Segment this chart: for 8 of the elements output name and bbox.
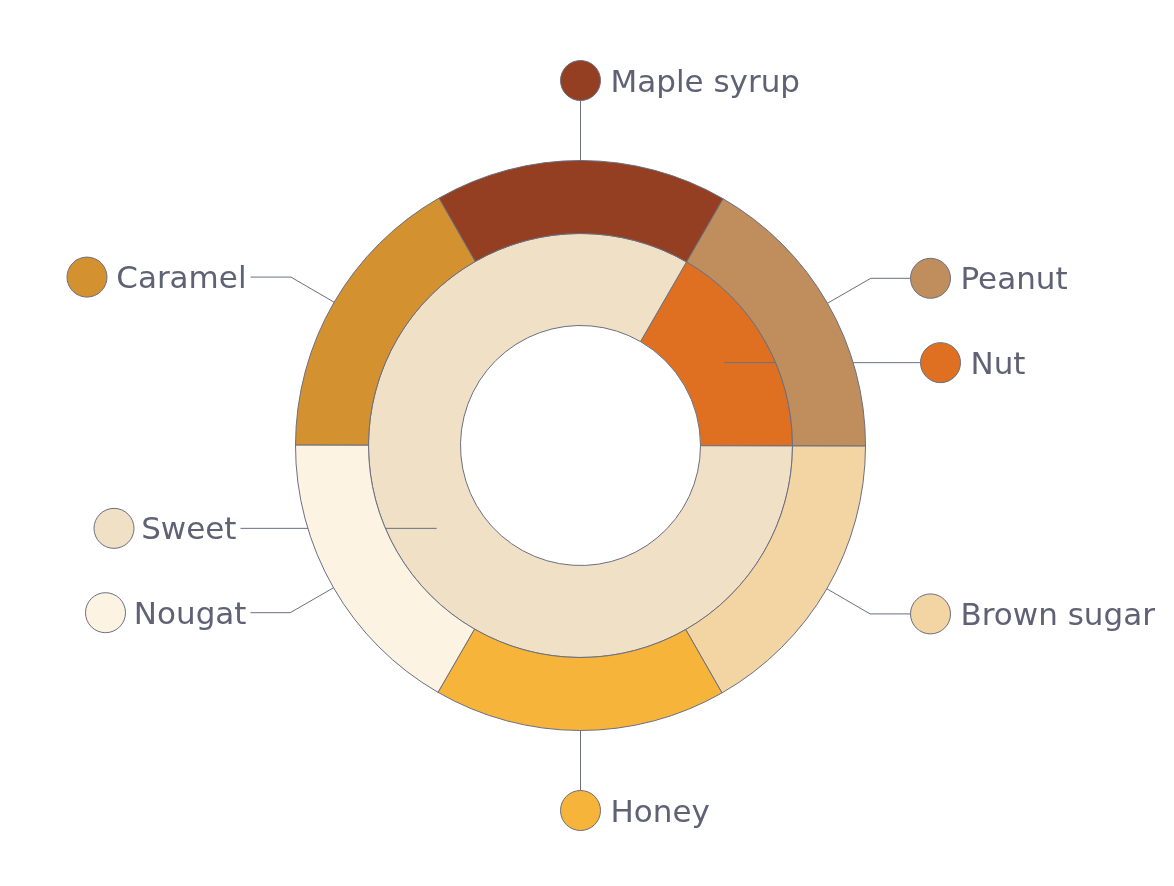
legend-label: Sweet <box>141 510 237 547</box>
legend-label: Nougat <box>133 594 247 631</box>
legend-label: Caramel <box>116 259 247 296</box>
legend-label: Brown sugar <box>960 595 1156 632</box>
legend-label: Honey <box>610 792 710 829</box>
legend-label: Peanut <box>960 260 1068 297</box>
legend-label: Maple syrup <box>610 62 801 99</box>
legend-label: Nut <box>970 344 1026 381</box>
